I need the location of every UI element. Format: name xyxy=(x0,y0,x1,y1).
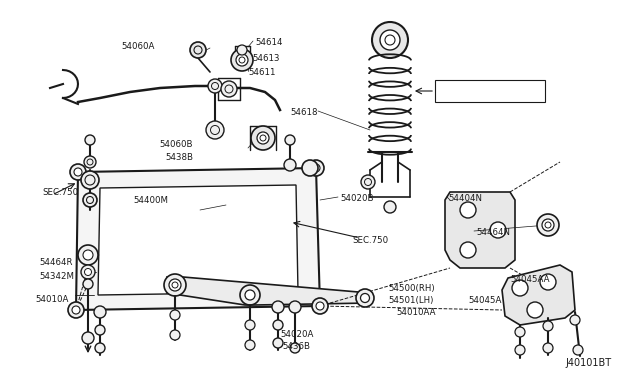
Circle shape xyxy=(360,294,369,302)
Circle shape xyxy=(290,343,300,353)
Text: 54342M: 54342M xyxy=(39,272,74,281)
Circle shape xyxy=(83,279,93,289)
Circle shape xyxy=(543,343,553,353)
Circle shape xyxy=(251,126,275,150)
Circle shape xyxy=(312,164,320,172)
Polygon shape xyxy=(502,265,575,325)
Text: 54400M: 54400M xyxy=(133,196,168,205)
Text: 54613: 54613 xyxy=(252,54,280,63)
Circle shape xyxy=(231,49,253,71)
Text: 54500(RH): 54500(RH) xyxy=(388,284,435,293)
Circle shape xyxy=(245,320,255,330)
Circle shape xyxy=(490,222,506,238)
Circle shape xyxy=(285,135,295,145)
Polygon shape xyxy=(98,185,298,295)
Circle shape xyxy=(284,159,296,171)
Circle shape xyxy=(82,332,94,344)
Text: 54614: 54614 xyxy=(255,38,282,47)
Circle shape xyxy=(384,201,396,213)
Circle shape xyxy=(72,306,80,314)
Text: 54045A: 54045A xyxy=(468,296,501,305)
Polygon shape xyxy=(167,277,370,305)
Circle shape xyxy=(543,321,553,331)
Circle shape xyxy=(237,45,247,55)
Text: 54501(LH): 54501(LH) xyxy=(388,296,433,305)
Text: 54020A: 54020A xyxy=(280,330,314,339)
Circle shape xyxy=(95,325,105,335)
Circle shape xyxy=(221,81,237,97)
Text: 54060B: 54060B xyxy=(159,140,193,149)
Circle shape xyxy=(372,22,408,58)
Circle shape xyxy=(308,160,324,176)
Circle shape xyxy=(85,135,95,145)
Circle shape xyxy=(208,79,222,93)
Text: 5438B: 5438B xyxy=(165,153,193,162)
Circle shape xyxy=(302,160,318,176)
Circle shape xyxy=(512,280,528,296)
Circle shape xyxy=(78,245,98,265)
Circle shape xyxy=(245,290,255,300)
Circle shape xyxy=(272,301,284,313)
Circle shape xyxy=(236,54,248,66)
Circle shape xyxy=(94,306,106,318)
Text: 54464N: 54464N xyxy=(476,228,510,237)
Circle shape xyxy=(240,285,260,305)
Circle shape xyxy=(542,219,554,231)
Polygon shape xyxy=(445,192,515,268)
Circle shape xyxy=(316,302,324,310)
Circle shape xyxy=(81,171,99,189)
Circle shape xyxy=(74,168,82,176)
Text: 54611: 54611 xyxy=(248,68,275,77)
Circle shape xyxy=(460,242,476,258)
Text: 54045AA: 54045AA xyxy=(510,275,550,284)
Circle shape xyxy=(170,330,180,340)
Circle shape xyxy=(164,274,186,296)
Circle shape xyxy=(289,301,301,313)
Circle shape xyxy=(70,164,86,180)
Circle shape xyxy=(540,274,556,290)
Text: SEC.750: SEC.750 xyxy=(352,236,388,245)
Text: 54060A: 54060A xyxy=(122,42,155,51)
Polygon shape xyxy=(76,168,320,310)
Circle shape xyxy=(84,269,92,276)
Circle shape xyxy=(273,338,283,348)
Circle shape xyxy=(515,345,525,355)
Circle shape xyxy=(95,343,105,353)
Circle shape xyxy=(527,302,543,318)
Text: 54010AA: 54010AA xyxy=(396,308,435,317)
Circle shape xyxy=(257,132,269,144)
Circle shape xyxy=(460,202,476,218)
Circle shape xyxy=(361,175,375,189)
Circle shape xyxy=(356,289,374,307)
Circle shape xyxy=(537,214,559,236)
Text: SEC.750: SEC.750 xyxy=(42,188,78,197)
Circle shape xyxy=(245,340,255,350)
Text: 54010A: 54010A xyxy=(35,295,68,304)
Circle shape xyxy=(206,121,224,139)
Circle shape xyxy=(573,345,583,355)
Circle shape xyxy=(515,327,525,337)
Text: 54404N: 54404N xyxy=(448,194,482,203)
Circle shape xyxy=(170,310,180,320)
Circle shape xyxy=(169,279,181,291)
Circle shape xyxy=(84,156,96,168)
Bar xyxy=(435,80,545,102)
Circle shape xyxy=(83,193,97,207)
Circle shape xyxy=(312,298,328,314)
Text: 54464R: 54464R xyxy=(39,258,72,267)
Circle shape xyxy=(570,315,580,325)
Text: 5436B: 5436B xyxy=(282,342,310,351)
Circle shape xyxy=(81,265,95,279)
Circle shape xyxy=(190,42,206,58)
Circle shape xyxy=(273,320,283,330)
Text: SEE NEXT PAGE: SEE NEXT PAGE xyxy=(455,90,525,99)
Circle shape xyxy=(83,250,93,260)
Circle shape xyxy=(68,302,84,318)
Text: 54618: 54618 xyxy=(291,108,318,117)
Text: J40101BT: J40101BT xyxy=(566,358,612,368)
Circle shape xyxy=(380,30,400,50)
Text: 54020B: 54020B xyxy=(340,194,374,203)
